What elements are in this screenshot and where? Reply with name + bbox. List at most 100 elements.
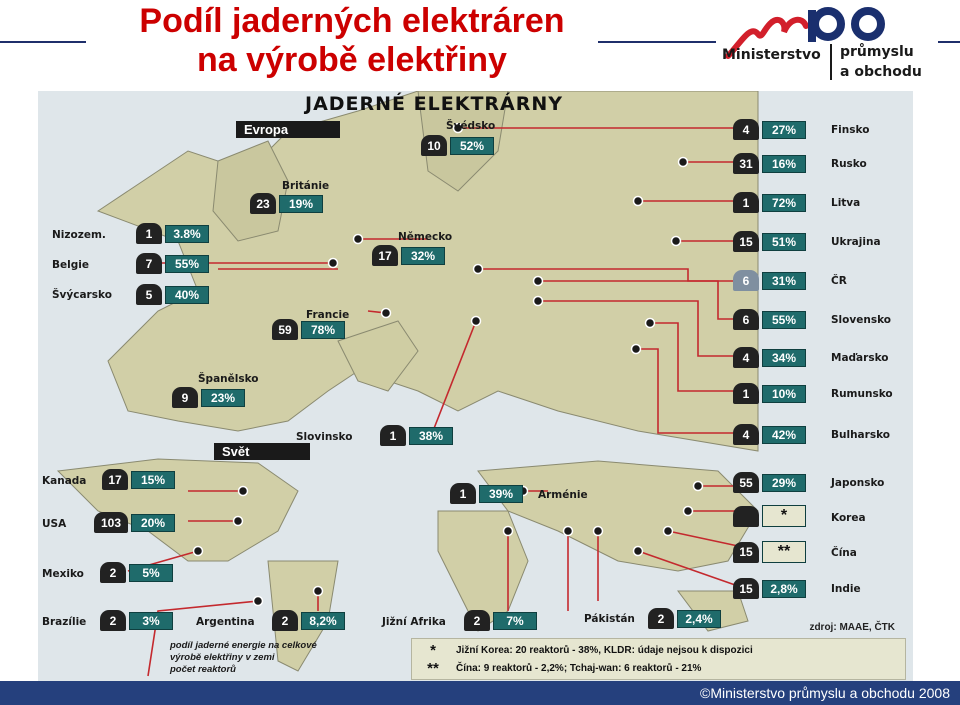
badge-nemecko: 17 32% (372, 245, 445, 266)
note-line-3: počet reaktorů (170, 664, 236, 675)
share-value: 7% (493, 611, 537, 630)
country-label-slovinsko: Slovinsko (296, 431, 353, 443)
mpo-logo-mark (725, 7, 885, 59)
plant-icon: 9 (172, 387, 198, 408)
share-value: 72% (762, 193, 806, 212)
country-label-jizni-afrika: Jižní Afrika (382, 616, 446, 628)
plant-icon: 17 (372, 245, 398, 266)
share-value: 42% (762, 425, 806, 444)
share-value: 20% (131, 513, 175, 532)
share-value: 23% (201, 388, 245, 407)
slide-title-line-2: na výrobě elektřiny (197, 41, 507, 79)
slide-title-line-1: Podíl jaderných elektráren (139, 2, 565, 40)
country-label-argentina: Argentina (196, 616, 255, 628)
badge-cina: 15 ** (733, 541, 806, 563)
country-label-indie: Indie (831, 583, 861, 595)
country-label-usa: USA (42, 518, 67, 530)
legend-text-korea: Jižní Korea: 20 reaktorů - 38%, KLDR: úd… (456, 645, 753, 656)
country-label-korea: Korea (831, 512, 866, 524)
share-value: 15% (131, 470, 175, 489)
country-label-bulharsko: Bulharsko (831, 429, 890, 441)
plant-icon: 15 (733, 541, 759, 563)
country-label-madarsko: Maďarsko (831, 352, 889, 364)
logo-text-obchodu: a obchodu (840, 64, 922, 80)
legend-text-cina: Čína: 9 reaktorů - 2,2%; Tchaj-wan: 6 re… (456, 663, 702, 674)
country-label-kanada: Kanada (42, 475, 87, 487)
country-label-pakistan: Pákistán (584, 613, 635, 625)
share-value: 19% (279, 194, 323, 213)
share-value: 29% (762, 473, 806, 492)
share-value: 52% (450, 136, 494, 155)
plant-icon: 4 (733, 119, 759, 140)
country-label-slovensko: Slovensko (831, 314, 891, 326)
badge-rumunsko: 1 10% (733, 383, 806, 404)
badge-slovensko: 6 55% (733, 309, 806, 330)
share-value: 34% (762, 348, 806, 367)
share-value: * (762, 505, 806, 527)
map-legend: * Jižní Korea: 20 reaktorů - 38%, KLDR: … (411, 638, 906, 680)
badge-pakistan: 2 2,4% (648, 608, 721, 629)
badge-cr: 6 31% (733, 270, 806, 291)
country-label-armenie: Arménie (538, 489, 588, 501)
nuclear-map: JADERNÉ ELEKTRÁRNY Evropa Svět Švédsko 1… (38, 91, 913, 681)
country-label-belgie: Belgie (52, 259, 89, 271)
share-value: 40% (165, 285, 209, 304)
country-label-rumunsko: Rumunsko (831, 388, 893, 400)
plant-icon: 5 (136, 284, 162, 305)
world-label: Svět (214, 443, 310, 460)
share-value: 31% (762, 271, 806, 290)
note-line-1: podíl jaderné energie na celkové (170, 640, 317, 651)
plant-icon: 1 (733, 383, 759, 404)
plant-icon: 103 (94, 512, 128, 533)
plant-icon: 7 (136, 253, 162, 274)
share-value: 10% (762, 384, 806, 403)
badge-spanelsko: 9 23% (172, 387, 245, 408)
footer-copyright: ©Ministerstvo průmyslu a obchodu 2008 (700, 685, 950, 701)
badge-francie: 59 78% (272, 319, 345, 340)
note-line-2: výrobě elektřiny v zemi (170, 652, 275, 663)
country-label-svedsko: Švédsko (446, 120, 496, 132)
plant-icon: 2 (100, 562, 126, 583)
legend-star-double: ** (427, 660, 439, 677)
badge-armenie: 1 39% (450, 483, 523, 504)
country-label-nizozem: Nizozem. (52, 229, 106, 241)
plant-icon (733, 505, 759, 527)
badge-bulharsko: 4 42% (733, 424, 806, 445)
badge-usa: 103 20% (94, 512, 175, 533)
country-label-rusko: Rusko (831, 158, 867, 170)
footer-bar (0, 681, 960, 705)
legend-row-cina: ** Čína: 9 reaktorů - 2,2%; Tchaj-wan: 6… (418, 660, 701, 677)
plant-icon: 4 (733, 347, 759, 368)
plant-icon: 4 (733, 424, 759, 445)
plant-icon: 2 (464, 610, 490, 631)
badge-britanie: 23 19% (250, 193, 323, 214)
share-value: 78% (301, 320, 345, 339)
map-source: zdroj: MAAE, ČTK (809, 622, 895, 633)
badge-belgie: 7 55% (136, 253, 209, 274)
badge-rusko: 31 16% (733, 153, 806, 174)
badge-slovinsko: 1 38% (380, 425, 453, 446)
badge-madarsko: 4 34% (733, 347, 806, 368)
share-value: 16% (762, 154, 806, 173)
europe-label: Evropa (236, 121, 340, 138)
share-value: 32% (401, 246, 445, 265)
share-value: 55% (762, 310, 806, 329)
plant-icon: 17 (102, 469, 128, 490)
share-value: 8,2% (301, 611, 345, 630)
badge-mexiko: 2 5% (100, 562, 173, 583)
badge-jizni-afrika: 2 7% (464, 610, 537, 631)
share-value: ** (762, 541, 806, 563)
country-label-ukrajina: Ukrajina (831, 236, 881, 248)
country-label-spanelsko: Španělsko (198, 373, 259, 385)
plant-icon: 1 (136, 223, 162, 244)
title-rule-far-right (938, 41, 960, 43)
share-value: 2,4% (677, 609, 721, 628)
country-label-litva: Litva (831, 197, 861, 209)
slide-title: Podíl jaderných elektráren na výrobě ele… (92, 2, 612, 80)
plant-icon: 23 (250, 193, 276, 214)
map-note: podíl jaderné energie na celkové výrobě … (170, 640, 317, 676)
country-label-nemecko: Německo (398, 231, 453, 243)
badge-korea: * (733, 505, 806, 527)
country-label-mexiko: Mexiko (42, 568, 84, 580)
country-label-brazilie: Brazílie (42, 616, 87, 628)
